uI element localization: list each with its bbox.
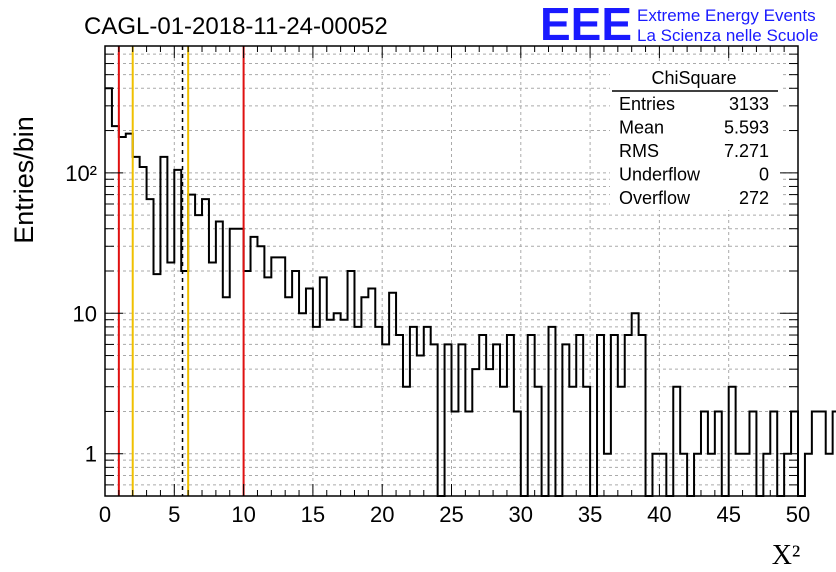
histogram-series <box>105 87 836 497</box>
stats-box-name: ChiSquare <box>651 68 736 88</box>
x-axis-label: X² <box>772 540 801 571</box>
y-axis-label: Entries/bin <box>9 116 39 244</box>
stats-row-value: 7.271 <box>724 141 769 161</box>
y-tick-label: 1 <box>85 442 97 467</box>
x-tick-label: 35 <box>578 502 602 527</box>
marker-lines <box>117 46 245 496</box>
stats-row-value: 5.593 <box>724 118 769 138</box>
y-tick-labels: 1 10 10² <box>65 161 97 467</box>
stats-row-label: Underflow <box>619 165 701 185</box>
y-tick-label: 10² <box>65 161 97 186</box>
stats-row-label: Mean <box>619 118 664 138</box>
x-tick-label: 0 <box>99 502 111 527</box>
x-tick-label: 40 <box>647 502 671 527</box>
y-tick-label: 10 <box>73 301 97 326</box>
x-tick-label: 30 <box>509 502 533 527</box>
x-tick-label: 10 <box>231 502 255 527</box>
x-tick-label: 15 <box>301 502 325 527</box>
x-tick-labels: 0 5 10 15 20 25 30 35 40 45 50 <box>99 502 810 527</box>
stats-box-background <box>610 64 780 210</box>
x-tick-label: 25 <box>439 502 463 527</box>
eee-logo-line1: Extreme Energy Events <box>637 6 816 25</box>
stats-row-value: 272 <box>739 188 769 208</box>
stats-box: ChiSquare Entries 3133 Mean 5.593 RMS 7.271 Un… <box>610 64 780 210</box>
stats-row-label: RMS <box>619 141 659 161</box>
stats-row-label: Entries <box>619 94 675 114</box>
stats-row-label: Overflow <box>619 188 691 208</box>
x-tick-label: 50 <box>786 502 810 527</box>
stats-row-value: 0 <box>759 165 769 185</box>
axis-ticks <box>104 45 799 497</box>
eee-logo-text: EEE <box>540 0 632 50</box>
x-tick-label: 45 <box>716 502 740 527</box>
stats-row-value: 3133 <box>729 94 769 114</box>
chart-title: CAGL-01-2018-11-24-00052 <box>84 13 388 40</box>
eee-logo-line2: La Scienza nelle Scuole <box>637 26 818 45</box>
eee-logo: EEE Extreme Energy Events La Scienza nel… <box>540 0 818 50</box>
x-tick-label: 5 <box>168 502 180 527</box>
x-tick-label: 20 <box>370 502 394 527</box>
